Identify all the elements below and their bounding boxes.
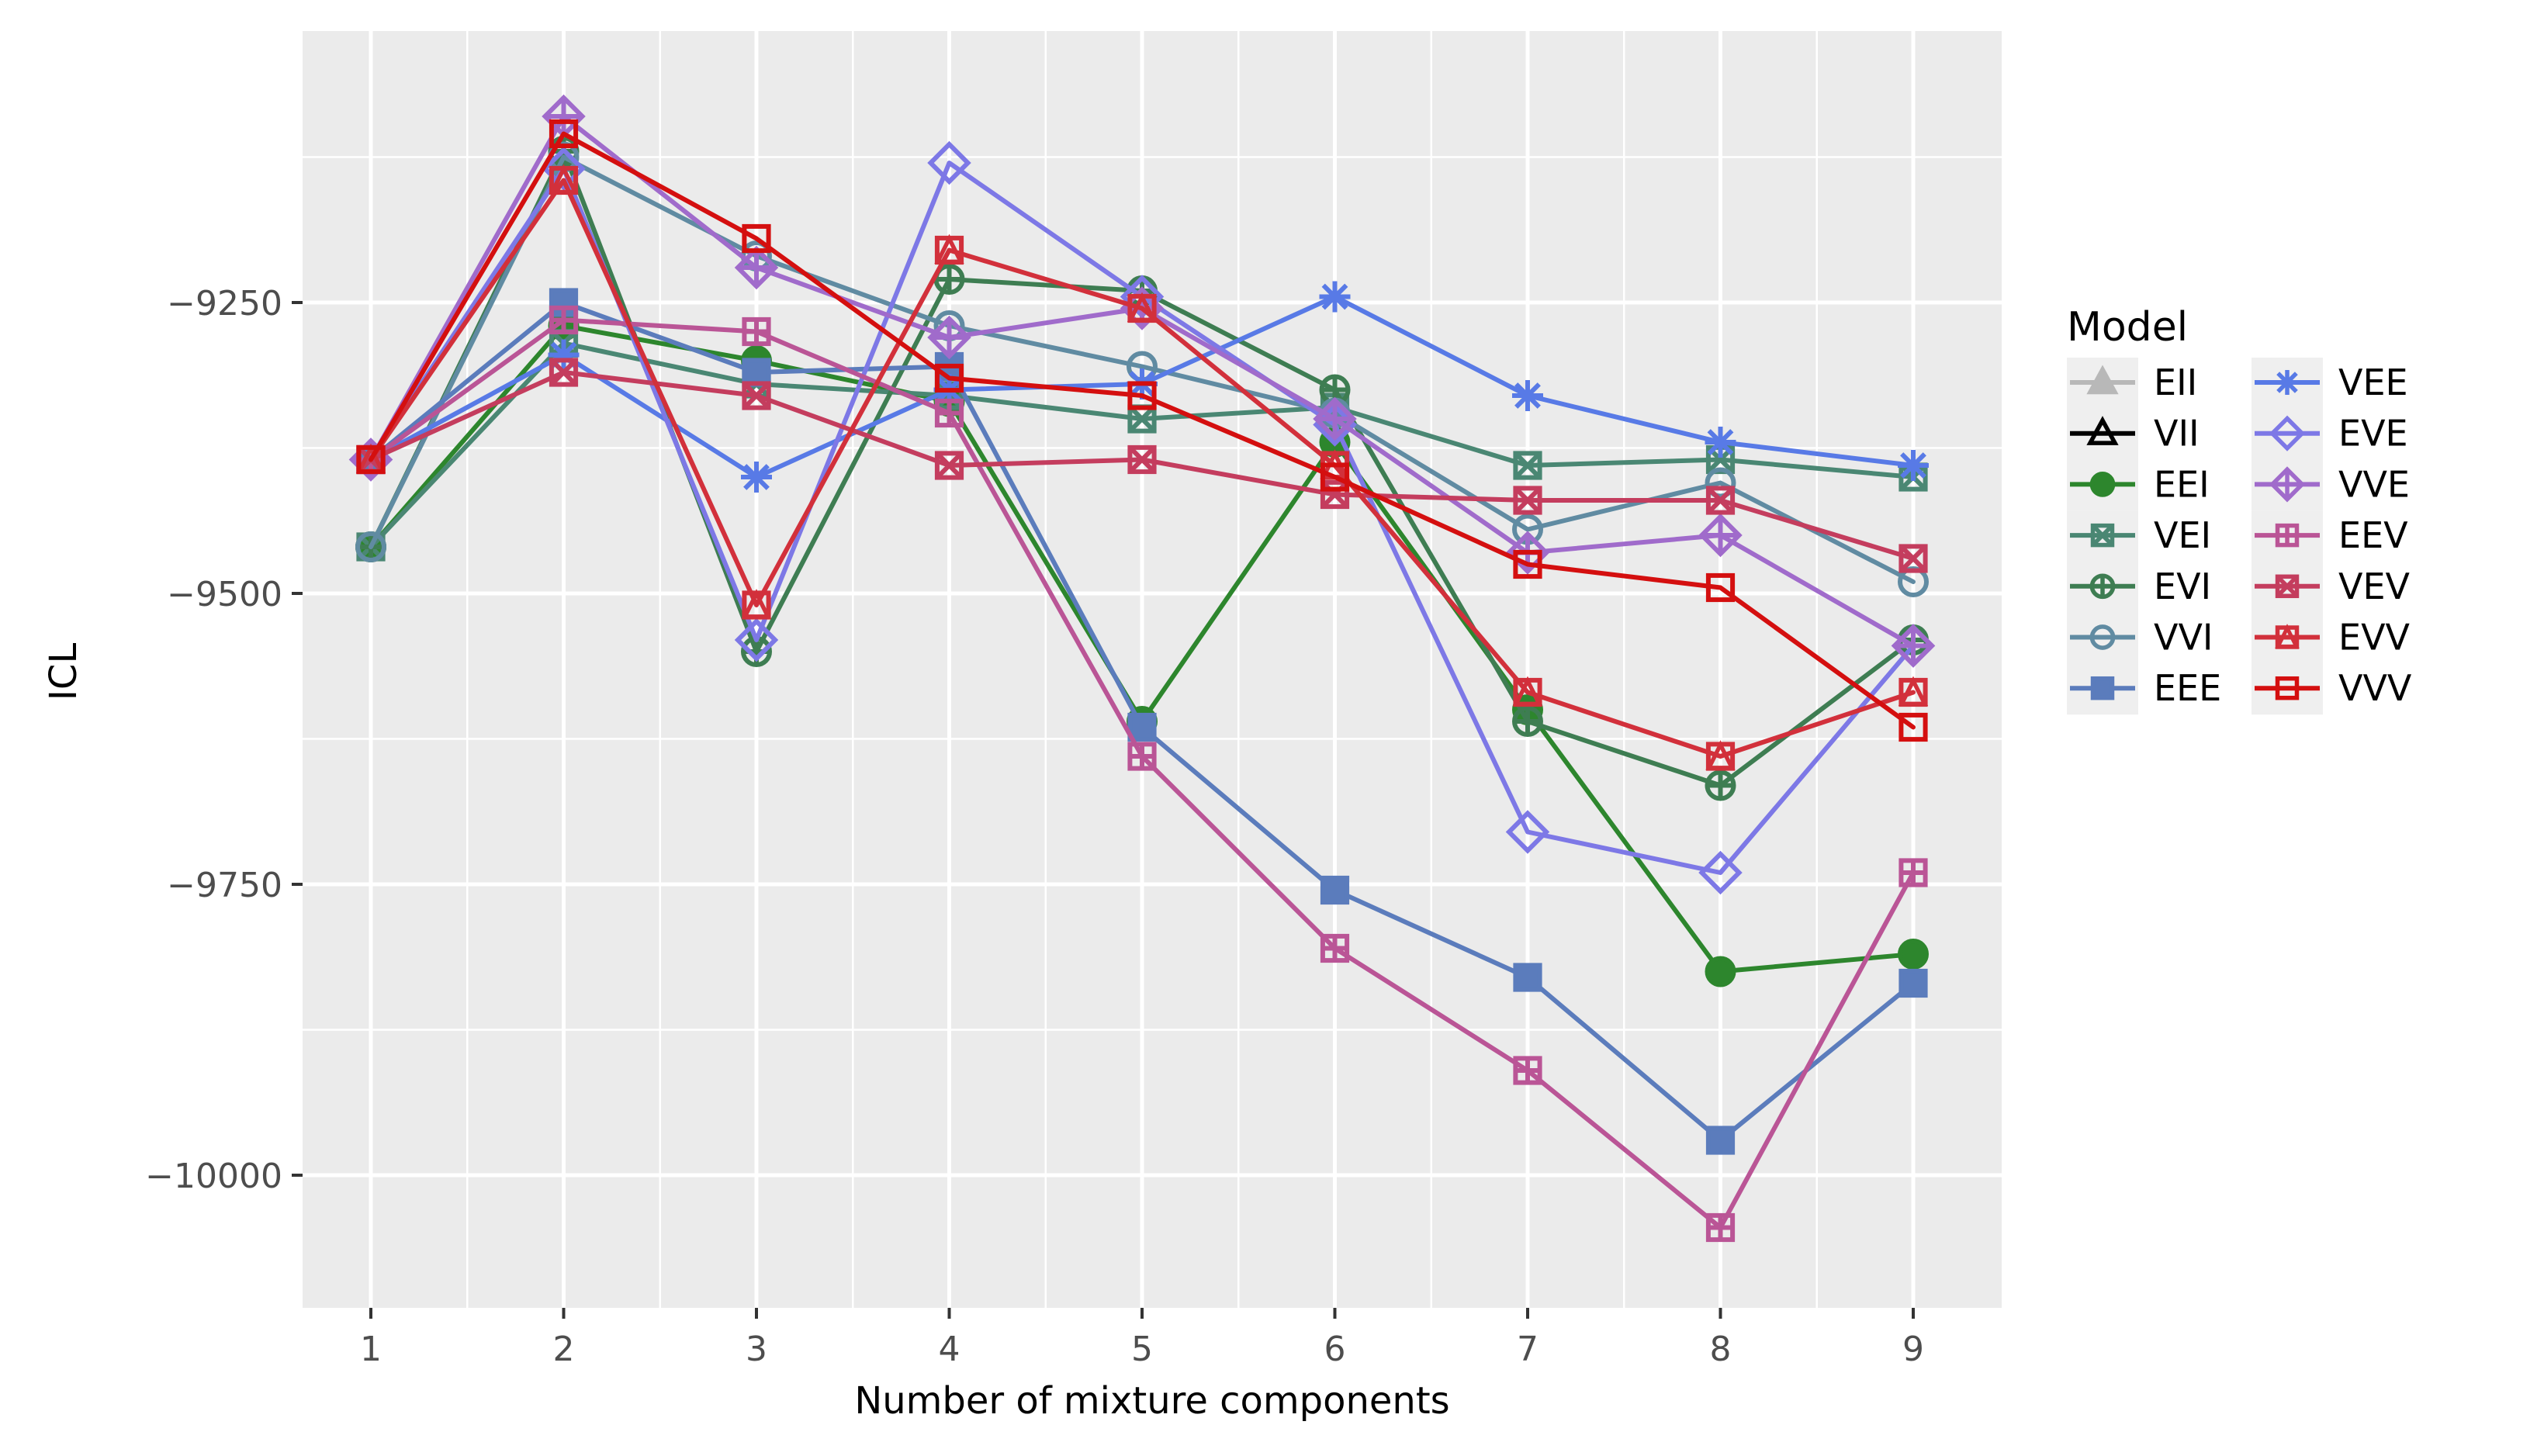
legend-item-EVE: EVE: [2252, 408, 2408, 460]
legend-item-label: VII: [2154, 413, 2200, 455]
series-line-VVV: [369, 131, 1916, 730]
x-tick-label: 4: [939, 1330, 960, 1369]
series-line-EVV: [369, 178, 1916, 759]
legend-item-label: EEV: [2338, 514, 2408, 556]
legend-item-label: VVV: [2338, 667, 2412, 709]
x-tick-label: 5: [1131, 1330, 1153, 1369]
y-axis-title: ICL: [42, 642, 85, 701]
x-tick-label: 9: [1902, 1330, 1924, 1369]
x-tick-label: 2: [553, 1330, 575, 1369]
legend-item-VII: VII: [2067, 408, 2200, 460]
legend-item-VEE: VEE: [2252, 358, 2408, 409]
y-tick-label: −9250: [167, 284, 282, 323]
x-tick-label: 6: [1324, 1330, 1346, 1369]
y-tick-label: −9750: [167, 866, 282, 905]
legend-item-EEV: EEV: [2252, 510, 2408, 562]
legend-title: Model: [2067, 304, 2189, 351]
legend-item-VEV: VEV: [2252, 561, 2411, 613]
legend-item-EEE: EEE: [2067, 663, 2221, 715]
x-tick-label: 7: [1517, 1330, 1539, 1369]
legend-item-label: EVE: [2338, 413, 2408, 455]
y-tick-label: −9500: [167, 575, 282, 614]
legend-item-label: VEV: [2338, 565, 2411, 607]
x-tick-label: 8: [1710, 1330, 1732, 1369]
legend-item-label: EEI: [2154, 463, 2210, 505]
x-tick-label: 3: [746, 1330, 767, 1369]
legend-item-EII: EII: [2067, 358, 2197, 409]
x-axis-title: Number of mixture components: [854, 1379, 1450, 1423]
legend-item-label: EEE: [2154, 667, 2221, 709]
y-tick-label: −10000: [145, 1157, 282, 1196]
legend-item-label: EVI: [2154, 565, 2211, 607]
series-VVV: [356, 119, 1928, 742]
x-tick-label: 1: [360, 1330, 382, 1369]
legend-item-VVV: VVV: [2252, 663, 2412, 715]
legend-item-EEI: EEI: [2067, 459, 2210, 511]
legend-item-label: VEI: [2154, 514, 2211, 556]
legend-item-EVI: EVI: [2067, 561, 2211, 613]
legend-item-VEI: VEI: [2067, 510, 2211, 562]
legend-item-label: VVI: [2154, 617, 2213, 659]
legend-item-label: VEE: [2338, 361, 2408, 403]
legend-item-label: EII: [2154, 361, 2197, 403]
legend-item-EVV: EVV: [2252, 612, 2411, 664]
legend-item-VVI: VVI: [2067, 612, 2213, 664]
legend-item-label: EVV: [2338, 617, 2411, 659]
legend-item-label: VVE: [2338, 463, 2410, 505]
legend-item-VVE: VVE: [2252, 459, 2410, 511]
